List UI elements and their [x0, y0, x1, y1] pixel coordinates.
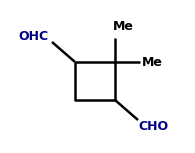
Text: CHO: CHO — [138, 121, 168, 134]
Text: OHC: OHC — [18, 30, 48, 43]
Text: Me: Me — [142, 56, 163, 69]
Text: Me: Me — [113, 19, 134, 32]
